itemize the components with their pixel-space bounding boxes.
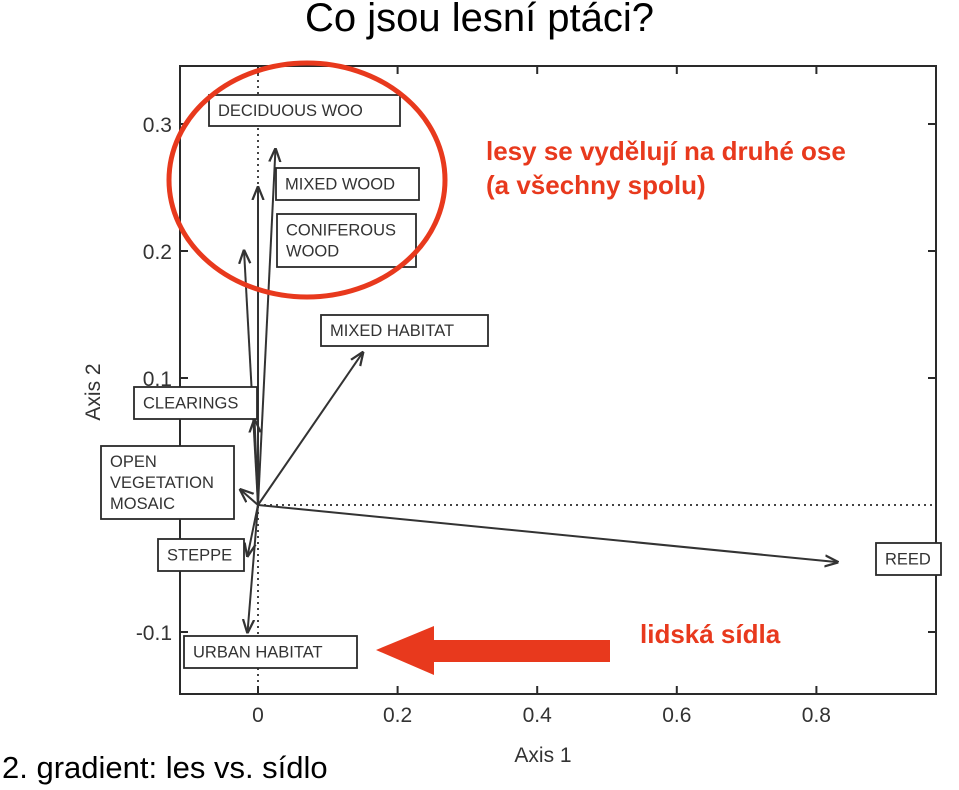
point-label: DECIDUOUS WOO — [218, 102, 363, 120]
point-label-box: DECIDUOUS WOO — [208, 94, 401, 127]
point-label-box: REED — [875, 542, 942, 576]
settlement-arrow-shaft — [432, 640, 610, 662]
point-label: REED — [885, 551, 931, 569]
forest-note-line1: lesy se vydělují na druhé ose — [486, 136, 846, 166]
point-label-box: MIXED HABITAT — [320, 314, 489, 347]
forest-highlight-ellipse — [166, 60, 448, 300]
loading-arrow — [241, 490, 259, 506]
loading-arrow — [248, 504, 259, 632]
settlement-note: lidská sídla — [640, 619, 781, 649]
forest-note-line2: (a všechny spolu) — [486, 170, 706, 200]
slide-title: Co jsou lesní ptáci? — [304, 0, 655, 40]
y-tick-label: 0.3 — [143, 114, 172, 137]
y-tick-label: 0.1 — [143, 368, 172, 391]
label-frame — [100, 445, 235, 520]
x-tick-label: 0.4 — [523, 704, 553, 727]
loading-arrow — [248, 504, 259, 556]
label-frame — [183, 635, 358, 669]
y-tick-label: 0.2 — [143, 241, 172, 264]
x-tick-label: 0.2 — [383, 704, 412, 727]
point-label: MIXED HABITAT — [330, 322, 454, 340]
point-label-box: URBAN HABITAT — [183, 635, 358, 669]
point-label-box: MIXED WOOD — [275, 167, 420, 201]
point-label-box: CLEARINGS — [133, 386, 258, 420]
label-frame — [133, 386, 258, 420]
x-axis-label: Axis 1 — [514, 744, 571, 767]
point-label: MOSAIC — [110, 495, 175, 513]
point-label: CONIFEROUS — [286, 222, 396, 240]
axis-ticks: 0 0.2 0.4 0.6 0.8 -0.1 0.1 0.2 0.3 — [136, 66, 936, 727]
point-label: STEPPE — [167, 547, 232, 565]
loading-arrow — [257, 504, 837, 562]
point-label: URBAN HABITAT — [193, 644, 323, 662]
label-frame — [208, 94, 401, 127]
x-tick-label: 0.6 — [662, 704, 691, 727]
loading-arrow — [255, 420, 258, 506]
point-label: MIXED WOOD — [285, 176, 395, 194]
loading-arrows — [241, 149, 838, 632]
y-tick-label: -0.1 — [136, 622, 172, 645]
label-frame — [875, 542, 942, 576]
point-label: VEGETATION — [110, 474, 214, 492]
loading-arrow — [257, 149, 275, 506]
label-frame — [276, 213, 417, 268]
slide-footer: 2. gradient: les vs. sídlo — [2, 750, 328, 785]
point-label-box: OPEN VEGETATION MOSAIC — [100, 445, 235, 520]
x-tick-label: 0 — [252, 704, 264, 727]
label-frame — [320, 314, 489, 347]
y-axis-label: Axis 2 — [82, 363, 105, 420]
point-label-box: CONIFEROUS WOOD — [276, 213, 417, 268]
point-label: WOOD — [286, 243, 339, 261]
point-labels: DECIDUOUS WOO MIXED WOOD CONIFEROUS WOOD MIX… — [100, 94, 942, 669]
x-tick-label: 0.8 — [802, 704, 831, 727]
point-label-box: STEPPE — [157, 538, 245, 572]
point-label: CLEARINGS — [143, 395, 238, 413]
label-frame — [157, 538, 245, 572]
settlement-arrow-head — [376, 626, 434, 675]
loading-arrow — [257, 353, 363, 506]
point-label: OPEN — [110, 453, 157, 471]
plot-frame — [179, 65, 937, 695]
label-frame — [275, 167, 420, 201]
